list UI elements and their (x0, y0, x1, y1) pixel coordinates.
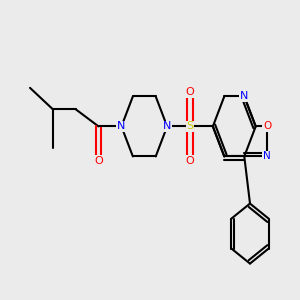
Text: N: N (263, 152, 271, 161)
Text: O: O (94, 156, 103, 166)
Text: O: O (186, 156, 194, 166)
Text: N: N (163, 122, 171, 131)
Text: N: N (117, 122, 126, 131)
Text: S: S (186, 122, 194, 131)
Text: N: N (240, 92, 248, 101)
Text: O: O (263, 122, 271, 131)
Text: O: O (186, 87, 194, 97)
